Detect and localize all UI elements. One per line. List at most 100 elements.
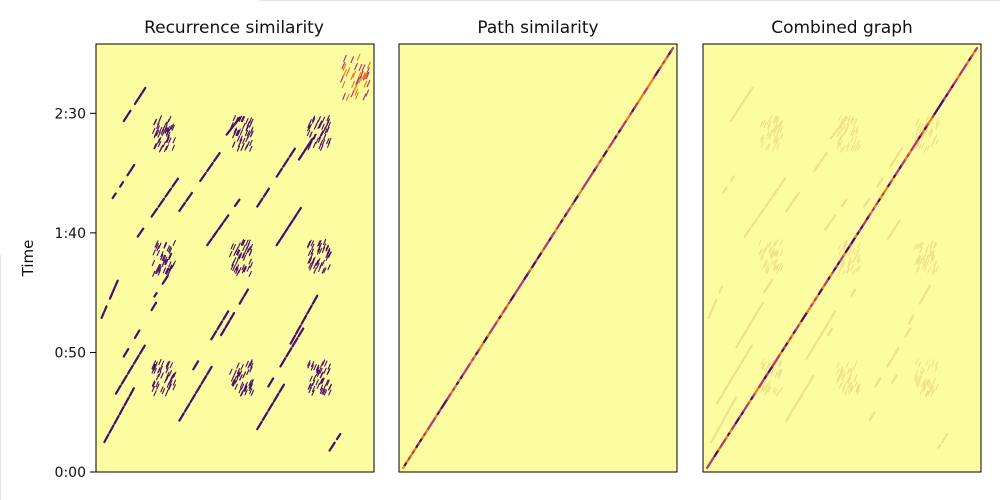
recurrence-block-mark: [229, 368, 233, 375]
recurrence-block-mark: [247, 246, 251, 253]
recurrence-block-mark: [152, 381, 156, 388]
recurrence-block-mark: [308, 386, 312, 394]
combined-faint-block-mark: [917, 242, 922, 249]
combined-faint-block-mark: [840, 368, 844, 375]
combined-faint-block-mark: [838, 114, 842, 121]
combined-faint-block-mark: [929, 383, 933, 390]
recurrence-block-mark: [236, 270, 240, 277]
combined-faint-stripe: [707, 311, 712, 320]
combined-faint-block-mark: [760, 134, 764, 141]
recurrence-stripe: [206, 161, 214, 173]
recurrence-block-mark: [236, 368, 241, 375]
combined-faint-block-mark: [780, 120, 784, 127]
recurrence-block-mark: [163, 242, 168, 249]
recurrence-stripe: [183, 402, 191, 413]
recurrence-block-mark: [249, 360, 253, 367]
recurrence-block-mark: [249, 366, 253, 373]
combined-faint-block-mark: [851, 125, 856, 132]
combined-faint-block-mark: [930, 253, 935, 260]
recurrence-block-mark: [160, 251, 164, 258]
recurrence-block-mark: [311, 386, 316, 393]
recurrence-block-mark: [151, 259, 156, 267]
recurrence-block-mark: [239, 374, 243, 381]
combined-faint-block-mark: [844, 240, 848, 247]
combined-faint-block-mark: [765, 382, 769, 389]
combined-faint-block-mark: [847, 386, 852, 393]
recurrence-block-mark: [325, 244, 329, 251]
combined-faint-block-mark: [918, 127, 922, 135]
combined-faint-stripe: [790, 402, 798, 413]
recurrence-stripe: [130, 163, 136, 171]
combined-faint-block-mark: [775, 116, 779, 123]
recurrence-corner-mark: [350, 72, 355, 81]
combined-faint-block-mark: [772, 118, 777, 125]
recurrence-block-mark: [239, 129, 244, 136]
recurrence-block-mark: [168, 383, 172, 390]
combined-faint-block-mark: [836, 368, 840, 375]
combined-faint-stripe: [895, 219, 901, 227]
combined-faint-stripe: [944, 432, 949, 438]
recurrence-block-mark: [316, 382, 321, 389]
recurrence-stripe: [229, 311, 236, 321]
recurrence-block-mark: [307, 257, 311, 264]
recurrence-block-mark: [233, 127, 237, 134]
recurrence-block-mark: [310, 252, 314, 259]
combined-faint-block-mark: [767, 123, 771, 131]
recurrence-block-mark: [163, 241, 167, 248]
combined-faint-block-mark: [779, 249, 784, 256]
recurrence-stripe: [285, 347, 293, 358]
recurrence-block-mark: [155, 381, 159, 388]
combined-faint-stripe: [768, 279, 774, 285]
combined-faint-block-mark: [919, 371, 923, 378]
combined-faint-block-mark: [763, 384, 767, 392]
combined-faint-stripe: [829, 310, 837, 321]
combined-faint-block-mark: [854, 135, 858, 142]
recurrence-block-mark: [245, 124, 250, 132]
combined-faint-block-mark: [772, 251, 776, 258]
combined-faint-block-mark: [770, 260, 774, 267]
combined-faint-block-mark: [836, 142, 841, 149]
combined-faint-stripe: [748, 86, 754, 94]
recurrence-block-mark: [315, 369, 320, 376]
combined-faint-block-mark: [848, 256, 852, 263]
recurrence-block-mark: [238, 387, 242, 394]
combined-faint-block-mark: [763, 121, 767, 128]
recurrence-block-mark: [158, 242, 162, 249]
combined-faint-block-mark: [776, 390, 780, 397]
combined-faint-block-mark: [774, 372, 778, 379]
recurrence-corner-mark: [354, 88, 359, 96]
recurrence-block-mark: [170, 123, 174, 130]
recurrence-corner-mark: [355, 91, 359, 100]
combined-faint-block-mark: [931, 359, 935, 366]
recurrence-block-mark: [158, 126, 163, 133]
combined-faint-stripe: [826, 327, 833, 337]
combined-faint-block-mark: [857, 258, 861, 265]
recurrence-block-mark: [234, 247, 239, 254]
recurrence-stripe: [295, 324, 302, 335]
combined-faint-block-mark: [855, 128, 859, 136]
recurrence-block-mark: [326, 126, 330, 133]
recurrence-block-mark: [241, 239, 245, 246]
combined-faint-block-mark: [776, 143, 780, 150]
combined-faint-block-mark: [778, 120, 783, 127]
recurrence-stripe: [297, 155, 303, 161]
recurrence-block-mark: [313, 262, 317, 269]
recurrence-block-mark: [323, 267, 327, 274]
recurrence-block-mark: [240, 383, 245, 390]
recurrence-stripe: [100, 311, 105, 320]
recurrence-block-mark: [240, 115, 245, 122]
combined-faint-block-mark: [844, 126, 848, 133]
combined-faint-block-mark: [856, 141, 860, 148]
combined-faint-stripe: [713, 298, 718, 307]
recurrence-corner-mark: [365, 71, 370, 80]
combined-faint-block-mark: [923, 122, 927, 129]
combined-faint-block-mark: [928, 251, 932, 258]
combined-faint-block-mark: [762, 373, 767, 380]
recurrence-block-mark: [158, 266, 162, 273]
recurrence-block-mark: [315, 364, 320, 371]
combined-faint-stripe: [721, 384, 729, 395]
combined-faint-block-mark: [916, 242, 920, 249]
combined-faint-block-mark: [778, 361, 783, 368]
combined-faint-block-mark: [839, 140, 843, 147]
combined-faint-block-mark: [932, 266, 936, 273]
